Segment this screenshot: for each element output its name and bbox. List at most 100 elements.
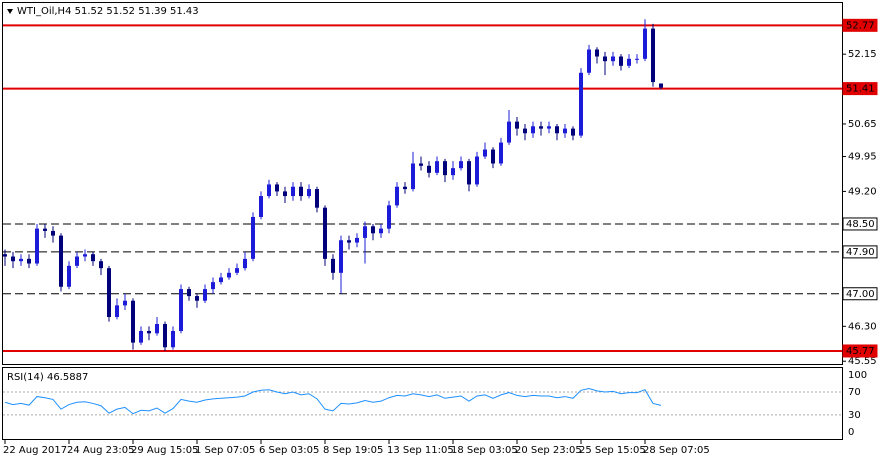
candle-body	[387, 205, 391, 229]
level-label: 45.77	[846, 346, 875, 357]
candle-body	[659, 83, 663, 88]
candle-body	[379, 228, 383, 234]
candle-body	[275, 184, 279, 192]
rsi-line	[4, 388, 662, 415]
candle-body	[315, 189, 319, 208]
candle-body	[307, 189, 311, 197]
candle-body	[59, 235, 63, 287]
candle-body	[459, 161, 463, 169]
level-label: 47.00	[846, 289, 875, 300]
candle-body	[499, 142, 503, 164]
x-tick-label: 20 Sep 23:05	[515, 445, 582, 456]
candle-body	[163, 323, 167, 348]
candle-body	[451, 168, 455, 176]
candle-body	[507, 121, 511, 143]
candle-body	[291, 186, 295, 197]
chart-title: WTI_Oil,H4 51.52 51.52 51.39 51.43	[17, 6, 199, 17]
candle-body	[299, 186, 303, 197]
candle-body	[51, 230, 55, 236]
candle-body	[219, 277, 223, 283]
x-tick-label: 29 Aug 15:05	[131, 445, 198, 456]
x-tick-label: 13 Sep 11:05	[387, 445, 454, 456]
candle-body	[579, 72, 583, 136]
candle-body	[67, 265, 71, 287]
candle-body	[107, 268, 111, 318]
candle-body	[235, 268, 239, 273]
main-frame	[2, 2, 843, 365]
candle-body	[571, 128, 575, 136]
candle-body	[139, 330, 143, 343]
candle-body	[411, 163, 415, 190]
candle-body	[403, 186, 407, 190]
candle-body	[195, 296, 199, 301]
level-label-box	[842, 245, 878, 259]
level-label-box	[842, 344, 878, 358]
candle-body	[443, 161, 447, 176]
candle-body	[227, 272, 231, 278]
candle-body	[131, 300, 135, 343]
candle-body	[395, 186, 399, 206]
candle-body	[123, 300, 127, 306]
candle-body	[627, 58, 631, 66]
level-label-box	[842, 82, 878, 96]
y-tick-label: 45.55	[848, 356, 877, 367]
candle-body	[147, 330, 151, 334]
candle-body	[651, 28, 655, 83]
candle-body	[595, 49, 599, 57]
rsi-tick-label: 30	[848, 410, 861, 421]
candle-body	[355, 237, 359, 243]
rsi-frame	[2, 367, 843, 440]
candle-body	[187, 289, 191, 297]
candle-body	[347, 240, 351, 243]
x-tick-label: 6 Sep 03:05	[259, 445, 319, 456]
candle-body	[43, 228, 47, 231]
level-label-box	[842, 18, 878, 32]
menu-icon[interactable]	[7, 9, 13, 14]
x-tick-label: 1 Sep 07:05	[195, 445, 255, 456]
rsi-tick-label: 70	[848, 387, 861, 398]
candle-body	[611, 56, 615, 62]
candle-body	[547, 126, 551, 129]
candle-body	[115, 305, 119, 318]
candle-body	[563, 128, 567, 134]
rsi-tick-label: 0	[848, 427, 854, 438]
candle-body	[251, 216, 255, 259]
level-label-box	[842, 287, 878, 301]
candle-body	[467, 161, 471, 185]
candle-body	[515, 121, 519, 129]
candle-body	[323, 207, 327, 259]
y-tick-label: 52.15	[848, 49, 877, 60]
candle-body	[363, 226, 367, 238]
candle-body	[339, 240, 343, 273]
candle-body	[267, 184, 271, 197]
candle-body	[619, 56, 623, 66]
candle-body	[643, 28, 647, 59]
x-tick-label: 25 Sep 15:05	[579, 445, 646, 456]
y-tick-label: 49.95	[848, 152, 877, 163]
candle-body	[523, 128, 527, 134]
candle-body	[11, 256, 15, 262]
candle-body	[475, 156, 479, 185]
y-tick-label: 50.65	[848, 119, 877, 130]
candle-body	[371, 226, 375, 234]
candle-body	[603, 56, 607, 62]
candle-body	[91, 254, 95, 262]
candle-body	[155, 323, 159, 334]
candle-body	[211, 282, 215, 290]
candle-body	[19, 258, 23, 262]
candle-body	[99, 261, 103, 269]
candle-body	[27, 258, 31, 264]
candle-body	[427, 165, 431, 173]
x-tick-label: 8 Sep 19:05	[323, 445, 383, 456]
candle-body	[531, 126, 535, 134]
candle-body	[171, 330, 175, 348]
candle-body	[243, 258, 247, 269]
x-tick-label: 24 Aug 23:05	[67, 445, 134, 456]
level-label: 51.41	[846, 84, 875, 95]
candle-body	[331, 258, 335, 273]
y-tick-label: 49.20	[848, 186, 877, 197]
x-tick-label: 28 Sep 07:05	[643, 445, 710, 456]
candle-body	[555, 126, 559, 134]
